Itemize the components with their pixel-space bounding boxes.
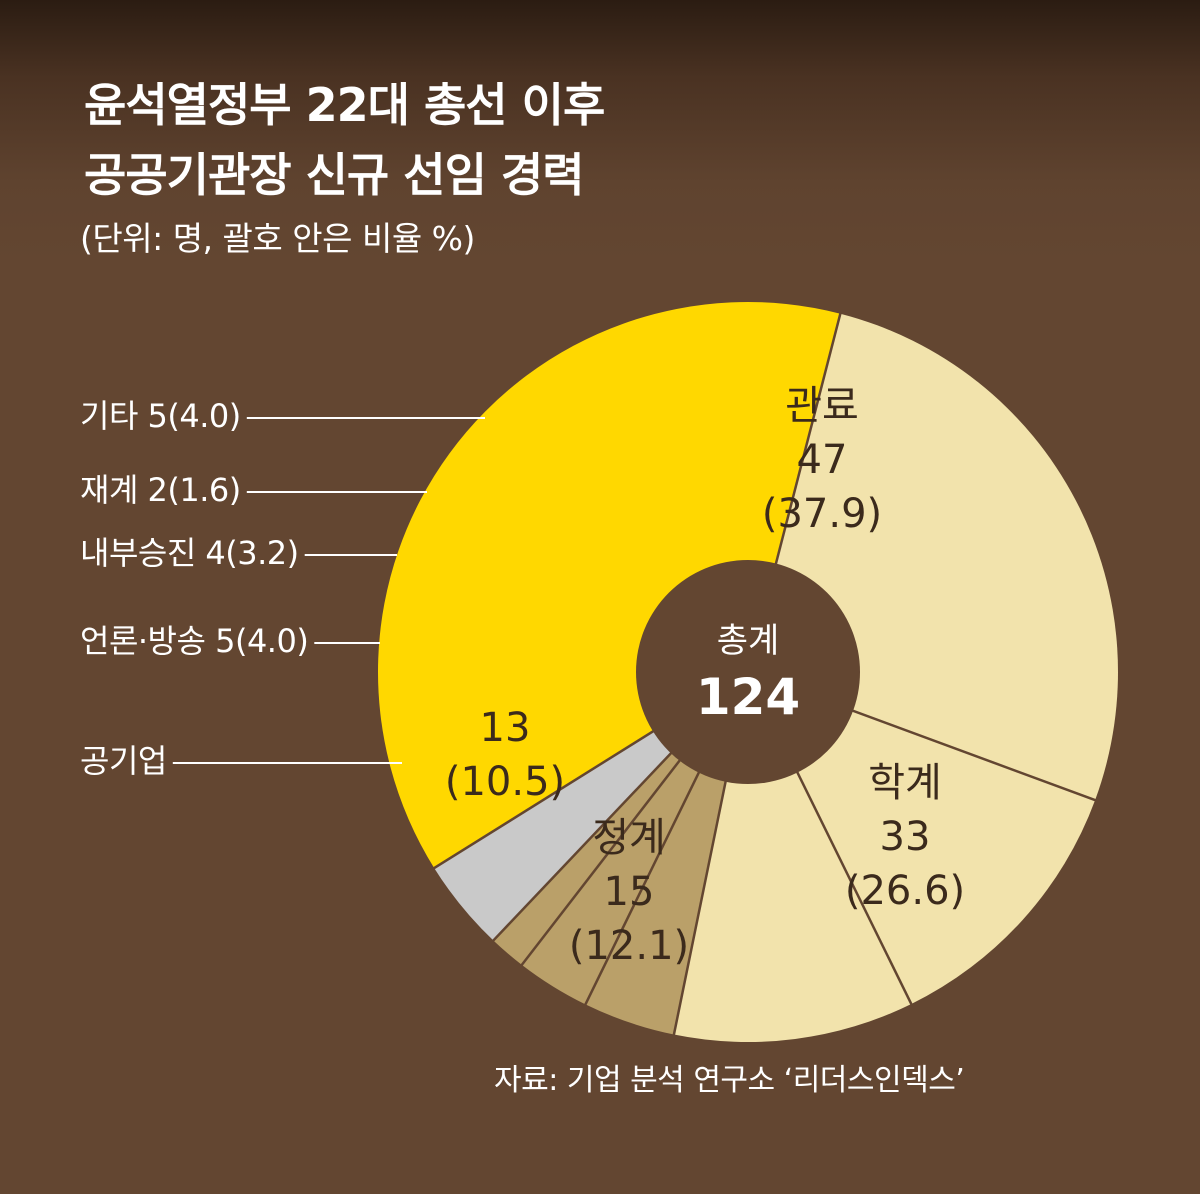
slice-1-label-line-3: (37.9): [762, 491, 882, 537]
chart-unit-note: (단위: 명, 괄호 안은 비율 %): [80, 219, 475, 258]
donut-hole: [636, 560, 860, 784]
slice-2-label-line-1: 학계: [868, 760, 942, 806]
slice-4-outside-label: 공기업: [80, 742, 167, 780]
total-value: 124: [696, 668, 800, 726]
slice-5-outside-label: 언론·방송 5(4.0): [80, 622, 308, 660]
slice-2-label-line-3: (26.6): [845, 868, 965, 914]
slice-1-label-line-2: 47: [797, 437, 848, 483]
slice-1-label-line-1: 관료: [785, 383, 859, 429]
slice-6-outside-label: 내부승진 4(3.2): [80, 534, 299, 572]
background-gradient: [0, 0, 1200, 260]
slice-1-wedge: [377, 302, 841, 869]
source-note: 자료: 기업 분석 연구소 ‘리더스인덱스’: [494, 1063, 965, 1098]
slice-8-outside-label: 기타 5(4.0): [80, 397, 241, 435]
total-label: 총계: [717, 621, 780, 661]
slice-3-label-line-3: (12.1): [569, 923, 689, 969]
slice-2-label-line-2: 33: [880, 814, 931, 860]
slice-3-wedge: [748, 672, 1096, 1004]
chart-title-line-2: 공공기관장 신규 선임 경력: [84, 148, 585, 202]
slice-4-label-line-1: 13: [480, 705, 531, 751]
slice-7-outside-label: 재계 2(1.6): [80, 471, 241, 509]
slice-3-label-line-2: 15: [604, 869, 655, 915]
chart-title-line-1: 윤석열정부 22대 총선 이후: [84, 78, 605, 132]
slice-3-label-line-1: 정계: [592, 815, 666, 861]
slice-4-label-line-2: (10.5): [445, 759, 565, 805]
